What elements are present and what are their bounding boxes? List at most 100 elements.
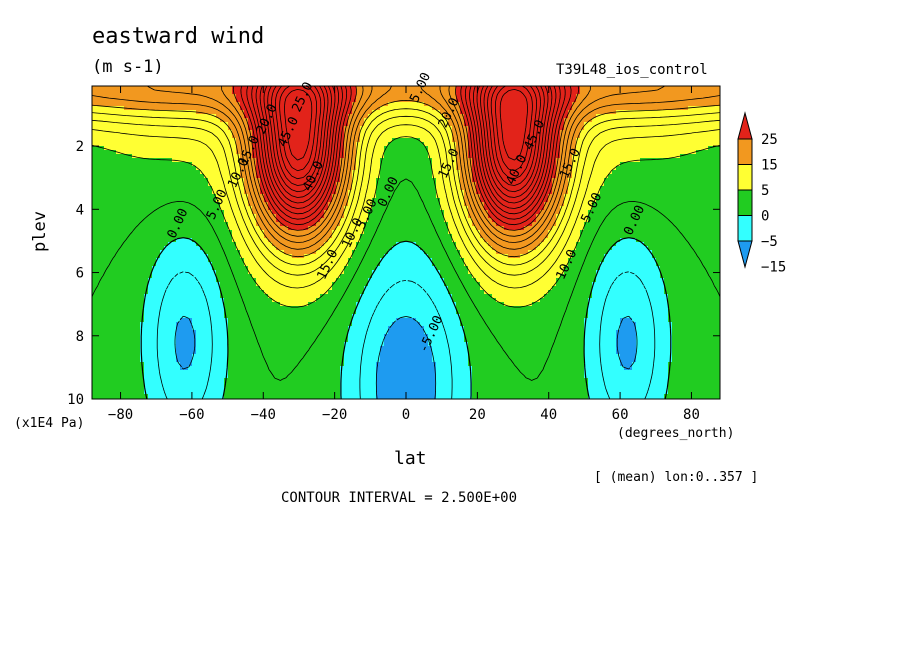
field-cell [572,174,608,178]
field-cell [176,330,196,334]
field-cell [92,110,196,114]
x-tick-label: −60 [179,407,204,423]
field-cell [344,358,380,362]
field-cell [464,198,480,202]
field-cell [600,190,720,194]
field-cell [144,294,220,298]
field-cell [216,198,248,202]
field-cell [360,126,452,130]
field-cell [232,86,356,90]
field-cell [580,130,720,134]
field-cell [572,102,720,106]
field-cell [92,374,144,378]
field-cell [356,150,384,154]
field-cell [92,130,232,134]
field-cell [192,362,228,366]
field-cell [464,194,480,198]
field-cell [468,150,560,154]
contour-line [246,86,566,220]
field-cell [348,330,388,334]
field-cell [472,222,496,226]
field-cell [496,250,528,254]
field-cell [332,286,364,290]
field-cell [576,242,616,246]
field-cell [556,174,572,178]
field-cell [268,294,320,298]
field-cell [576,138,720,142]
field-cell [140,338,176,342]
y-axis-units: (x1E4 Pa) [14,416,85,431]
contour-line [275,86,537,180]
field-cell [92,362,144,366]
field-cell [440,202,464,206]
field-cell [356,154,384,158]
field-cell [236,94,356,98]
field-cell [252,142,344,146]
field-cell [224,306,356,310]
field-cell [616,334,636,338]
field-cell [672,326,720,330]
field-cell [228,358,344,362]
field-cell [272,242,324,246]
field-cell [576,146,708,150]
chart-units: (m s-1) [92,57,164,77]
x-axis-units: (degrees_north) [617,426,735,441]
field-cell [668,378,720,382]
field-cell [648,246,720,250]
field-cell [92,350,140,354]
field-cell [436,186,460,190]
field-cell [372,202,440,206]
field-cell [432,262,464,266]
field-cell [224,390,340,394]
field-cell [532,302,588,306]
field-cell [484,290,548,294]
field-cell [340,382,376,386]
field-cell [548,230,580,234]
field-cell [256,218,276,222]
field-cell [92,222,228,226]
field-cell [484,202,544,206]
contour-line [232,86,580,231]
field-cell [212,186,244,190]
field-cell [456,98,576,102]
field-cell [308,302,356,306]
field-cell [252,150,344,154]
field-cell [572,250,608,254]
field-cell [236,242,272,246]
field-cell [92,190,212,194]
field-cell [452,294,492,298]
field-cell [256,222,280,226]
field-cell [368,210,444,214]
field-cell [348,202,372,206]
field-cell [220,294,268,298]
field-cell [348,198,372,202]
y-tick-label: 6 [76,266,84,282]
x-tick-label: 40 [540,407,557,423]
field-cell [572,106,688,110]
field-cell [452,134,468,138]
field-cell [352,110,372,114]
field-cell [148,282,220,286]
field-cell [652,254,720,258]
field-cell [584,354,620,358]
colorbar-label: −15 [761,260,786,276]
field-cell [364,290,448,294]
field-cell [380,166,432,170]
field-cell [456,246,492,250]
field-cell [356,162,380,166]
field-cell [544,238,580,242]
field-cell [436,394,472,398]
field-cell [92,194,216,198]
field-cell [464,114,568,118]
field-cell [616,350,636,354]
field-cell [460,106,572,110]
field-cell [228,226,260,230]
field-cell [432,158,456,162]
field-cell [456,150,468,154]
field-cell [620,238,636,242]
field-cell [92,342,140,346]
field-cell [244,262,348,266]
field-cell [220,118,248,122]
field-cell [460,254,508,258]
field-cell [244,110,352,114]
